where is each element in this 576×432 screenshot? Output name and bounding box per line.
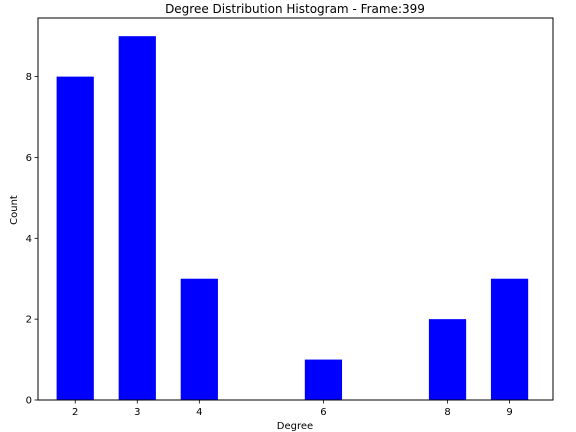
axes-frame — [37, 17, 554, 401]
y-tick-label: 8 — [26, 72, 32, 83]
y-axis-label: Count — [9, 195, 20, 225]
bar-degree-6 — [304, 359, 343, 400]
bar-degree-9 — [490, 278, 529, 400]
x-tick-label: 3 — [134, 407, 140, 418]
x-tick-label: 8 — [444, 407, 450, 418]
y-tick-label: 4 — [26, 234, 32, 245]
y-tick-label: 0 — [26, 396, 32, 407]
x-tick-label: 6 — [320, 407, 326, 418]
ticks-layer: 2 3 4 6 8 9 0 2 4 6 8 — [26, 72, 513, 418]
x-tick-label: 2 — [72, 407, 78, 418]
bar-degree-3 — [118, 36, 156, 400]
x-axis-label: Degree — [277, 421, 313, 432]
bars-layer — [56, 36, 529, 400]
bar-degree-8 — [428, 319, 467, 400]
bar-degree-2 — [56, 76, 94, 400]
y-tick-label: 6 — [26, 153, 32, 164]
x-tick-label: 9 — [506, 407, 512, 418]
chart-title: Degree Distribution Histogram - Frame:39… — [165, 2, 425, 16]
y-tick-label: 2 — [26, 315, 32, 326]
bar-degree-4 — [180, 278, 218, 400]
x-tick-label: 4 — [196, 407, 202, 418]
